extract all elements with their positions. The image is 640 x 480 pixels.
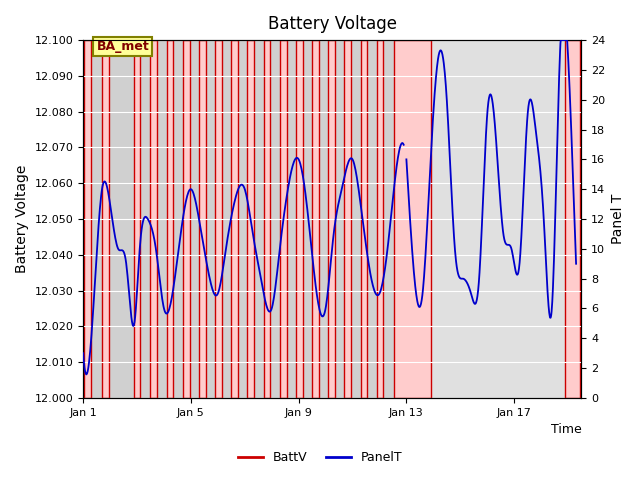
Bar — [166, 40, 173, 398]
Bar — [296, 40, 303, 398]
Bar — [360, 40, 367, 398]
Bar — [102, 40, 109, 398]
Bar — [328, 40, 335, 398]
Title: Battery Voltage: Battery Voltage — [268, 15, 397, 33]
Bar — [231, 40, 238, 398]
Y-axis label: Battery Voltage: Battery Voltage — [15, 165, 29, 273]
Bar — [394, 40, 431, 398]
X-axis label: Time: Time — [551, 423, 582, 436]
Bar — [264, 40, 270, 398]
Bar — [199, 40, 205, 398]
Bar — [83, 40, 406, 398]
Bar — [406, 40, 582, 398]
Bar — [312, 40, 319, 398]
Legend: BattV, PanelT: BattV, PanelT — [232, 446, 408, 469]
Bar — [565, 40, 580, 398]
Bar — [215, 40, 222, 398]
Bar — [84, 40, 92, 398]
Text: BA_met: BA_met — [97, 40, 149, 53]
Bar — [134, 40, 140, 398]
Bar — [248, 40, 254, 398]
Bar — [377, 40, 383, 398]
Bar — [183, 40, 189, 398]
Bar — [150, 40, 157, 398]
Y-axis label: Panel T: Panel T — [611, 194, 625, 244]
Bar — [280, 40, 287, 398]
Bar — [344, 40, 351, 398]
